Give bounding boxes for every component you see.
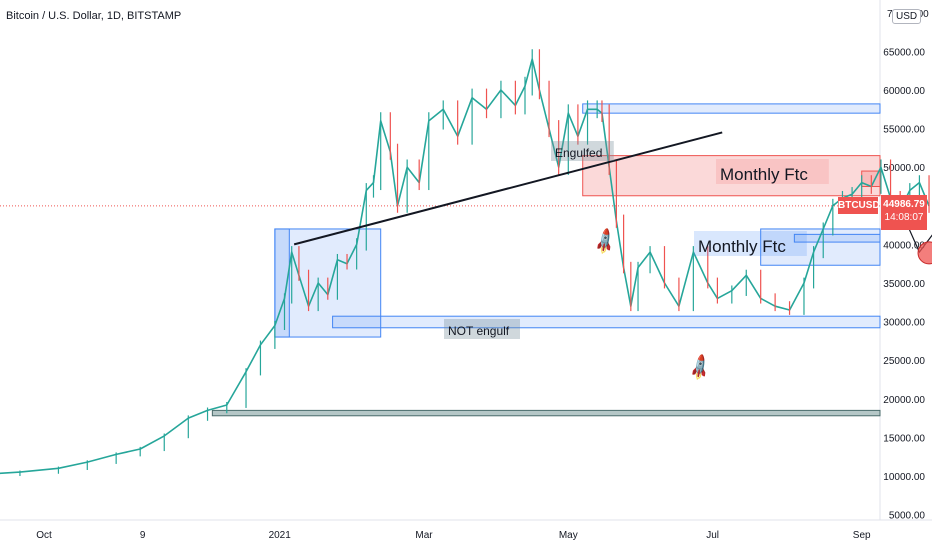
y-tick-label: 60000.00 (883, 86, 925, 97)
projection-path (894, 197, 932, 254)
last-price-value: 44986.79 (883, 199, 925, 210)
zone-monthly-ftc-supply (582, 155, 881, 197)
engulfed-label-bg (551, 141, 614, 161)
trendline (293, 131, 723, 246)
zone-upper-resistance (582, 103, 881, 114)
x-tick-label: Mar (415, 530, 433, 541)
y-tick-label: 40000.00 (883, 240, 925, 251)
x-tick-label: 9 (140, 530, 146, 541)
monthly-ftc-label-2: Monthly Ftc (698, 237, 786, 256)
x-tick-label: Sep (853, 530, 871, 541)
x-tick-label: Oct (36, 530, 52, 541)
symbol-price-tag: BTCUSD (838, 197, 880, 214)
monthly-ftc-label-1: Monthly Ftc (720, 165, 808, 184)
engulfed-label: Engulfed (555, 146, 602, 160)
zone-monthly-ftc-demand-inner (793, 233, 881, 243)
last-price-box: 44986.79 14:08:07 (881, 195, 927, 230)
y-tick-label: 20000.00 (883, 395, 925, 406)
y-tick-label: 65000.00 (883, 47, 925, 58)
y-tick-label: 55000.00 (883, 125, 925, 136)
monthly-ftc-label-2-bg (694, 231, 807, 256)
bar-countdown: 14:08:07 (884, 212, 924, 223)
y-tick-label: 5000.00 (889, 511, 926, 522)
x-tick-label: 2021 (269, 530, 292, 541)
chart-title: Bitcoin / U.S. Dollar, 1D, BITSTAMP (6, 10, 182, 22)
monthly-ftc-label-1-bg (716, 159, 829, 184)
not-engulf-label-bg (444, 319, 520, 339)
y-tick-label: 25000.00 (883, 356, 925, 367)
highlight-circle (917, 241, 932, 265)
currency-badge[interactable]: USD (892, 9, 922, 24)
not-engulf-label: NOT engulf (448, 324, 510, 338)
y-tick-label: 10000.00 (883, 472, 925, 483)
y-tick-label: 35000.00 (883, 279, 925, 290)
x-tick-label: Jul (706, 530, 719, 541)
y-tick-label: 30000.00 (883, 318, 925, 329)
zone-lower-demand (332, 315, 881, 329)
y-tick-label: 15000.00 (883, 433, 925, 444)
y-tick-label: 50000.00 (883, 163, 925, 174)
zone-base-support (211, 409, 881, 417)
x-tick-label: May (559, 530, 578, 541)
price-line (0, 58, 930, 475)
